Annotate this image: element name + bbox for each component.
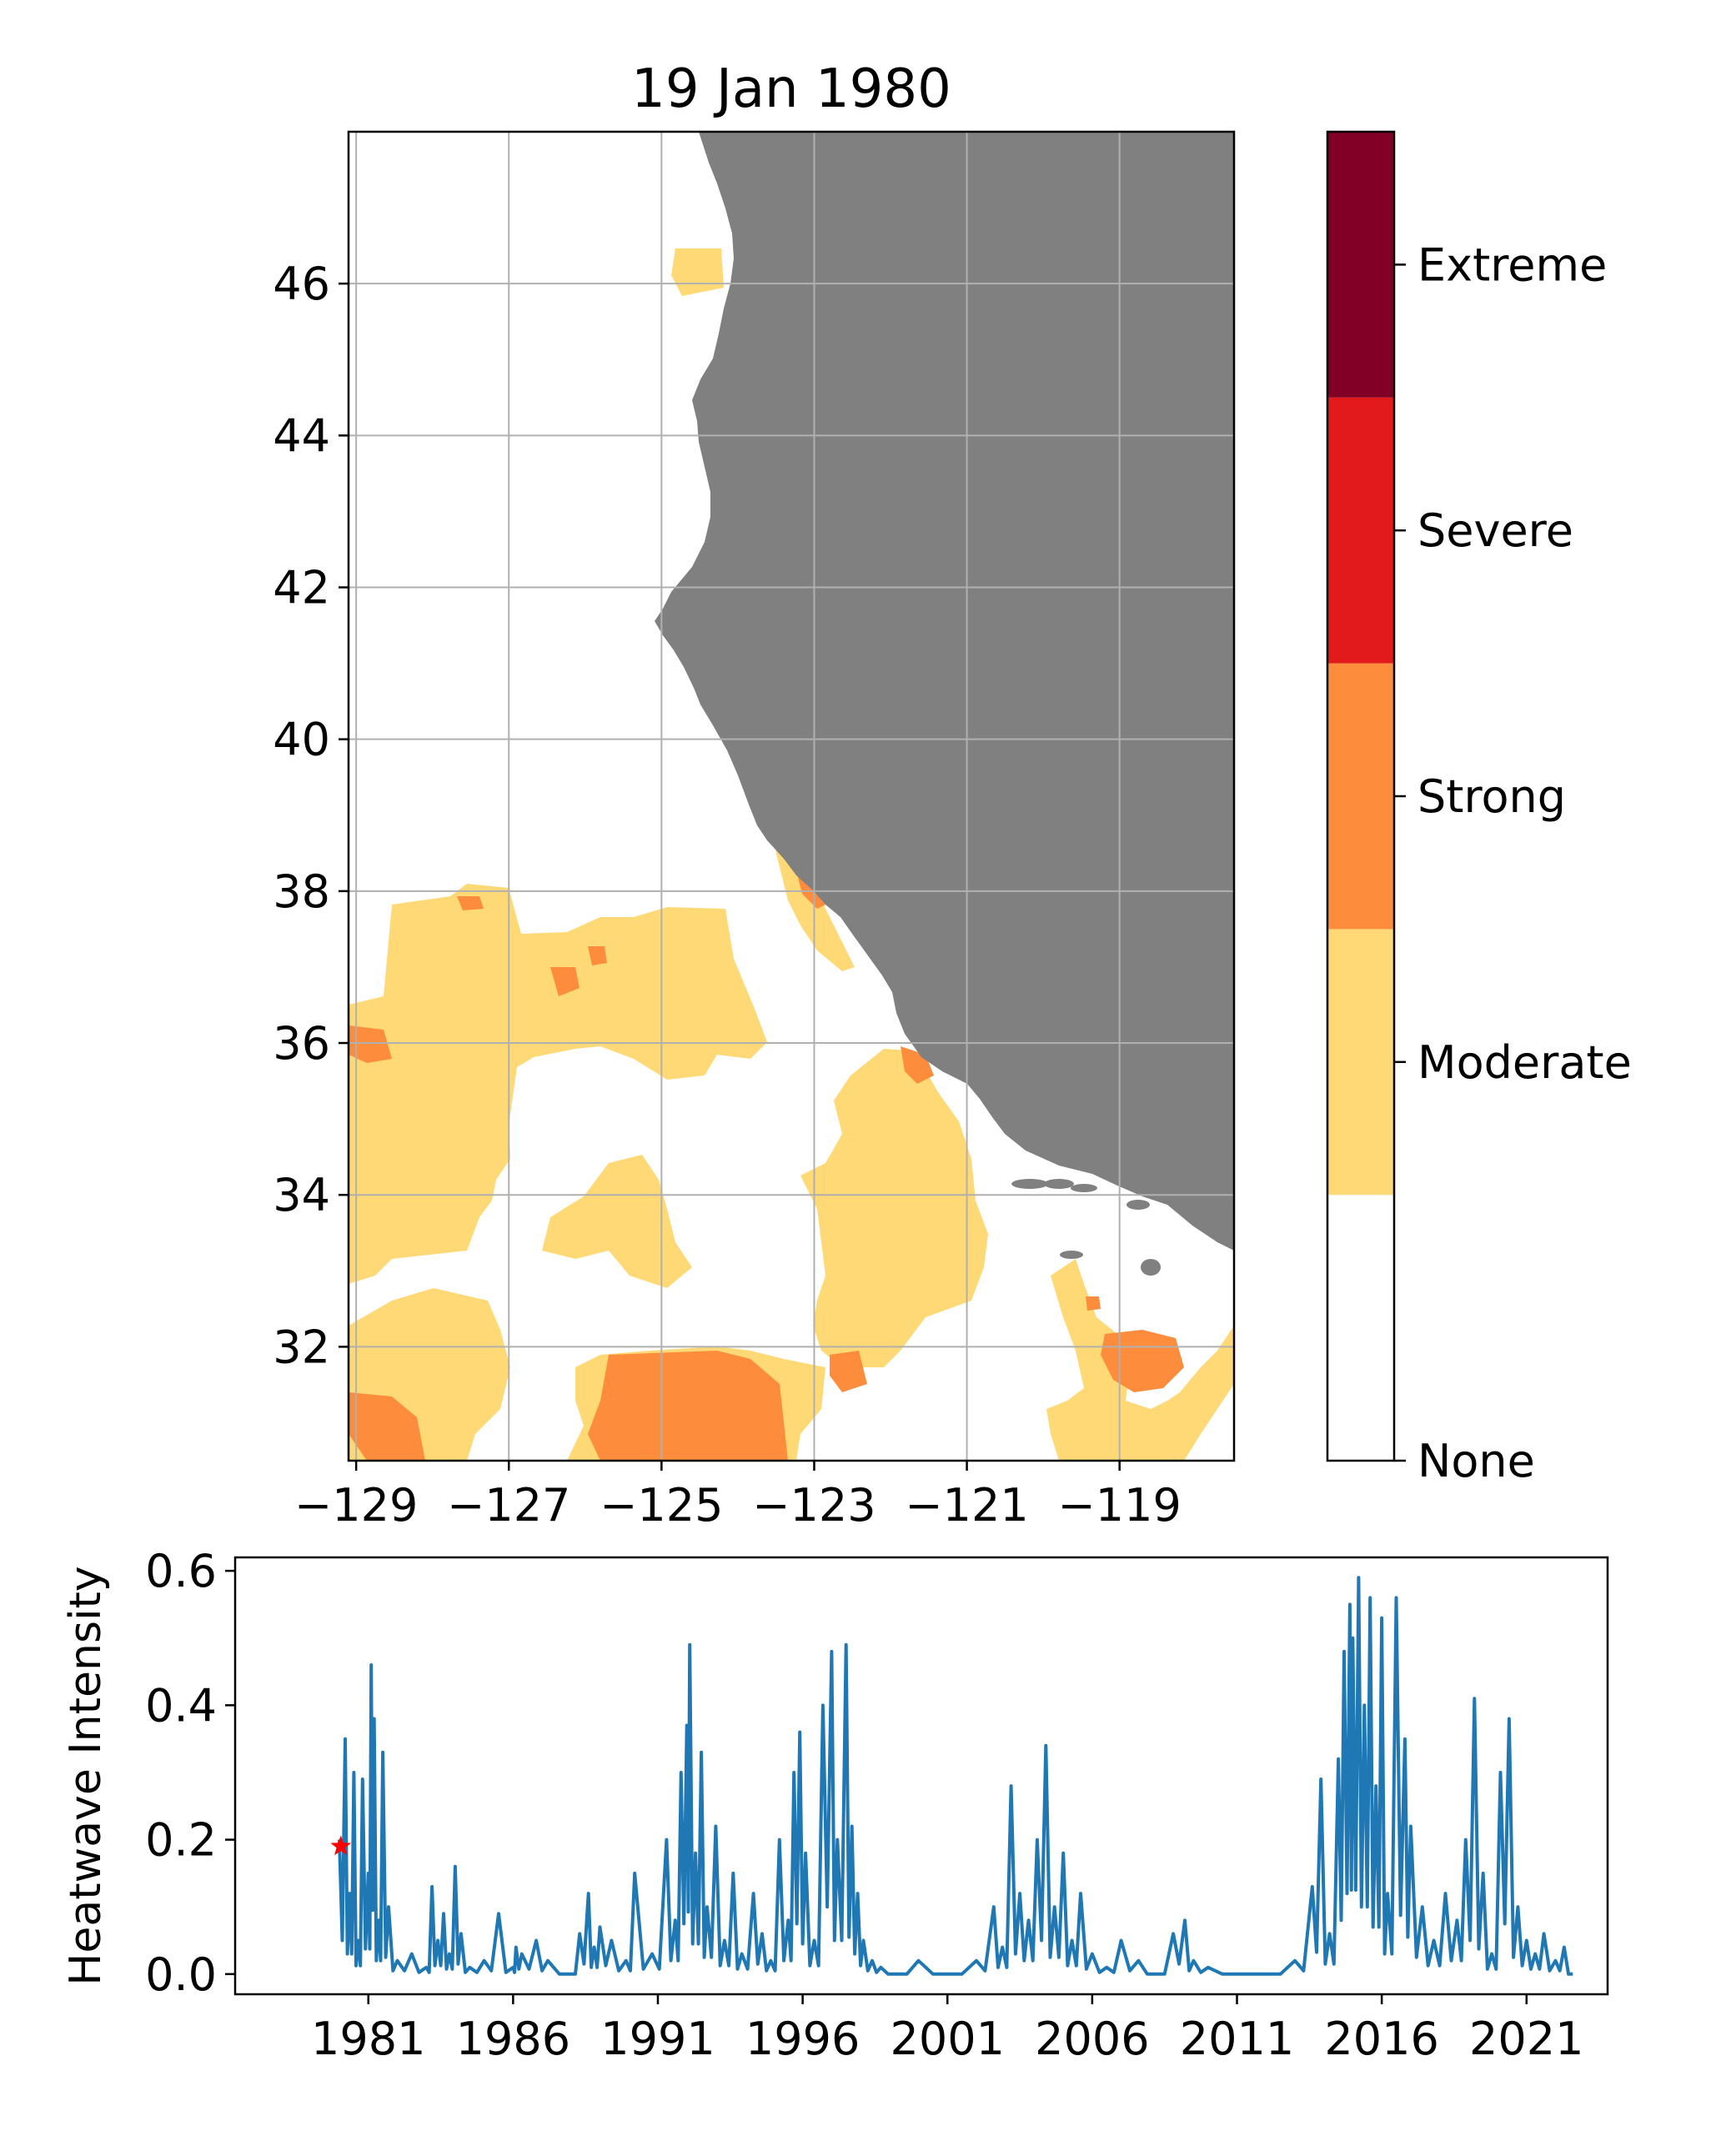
map-y-tick-label: 40 [273,714,330,766]
heatwave-patches [349,248,1234,1461]
map-y-tick-label: 34 [273,1169,330,1221]
colorbar-blocks [1327,132,1394,1461]
timeseries-x-tick-label: 1996 [745,2013,860,2065]
map-y-tick-label: 32 [273,1321,330,1373]
timeseries-y-ticks: 0.0 0.2 0.4 0.6 [145,1545,235,2001]
colorbar-label: Moderate [1417,1036,1632,1089]
map-gridlines [349,132,1234,1461]
y-axis-label: Heatwave Intensity [61,1566,111,1985]
strong-patch [588,1351,788,1461]
colorbar-block [1327,1195,1394,1461]
map-x-ticks: −129 −127 −125 −123 −121 −119 [294,1461,1182,1532]
map-x-tick-label: −119 [1058,1479,1182,1532]
island [1126,1200,1150,1210]
island [1011,1179,1048,1189]
timeseries-x-tick-label: 2006 [1035,2013,1149,2065]
heatwave-patch [876,1234,926,1288]
map-x-tick-label: −125 [600,1479,723,1532]
timeseries-y-tick-label: 0.0 [145,1948,217,2001]
strong-patch [1101,1330,1184,1392]
heatwave-patch [671,248,724,296]
colorbar-label: Extreme [1417,238,1607,291]
timeseries-y-tick-label: 0.2 [145,1814,217,1867]
map-x-tick-label: −121 [905,1479,1028,1532]
colorbar-label: Strong [1417,770,1566,823]
strong-patch [349,1025,392,1063]
heatwave-patch [800,1049,988,1367]
map-x-tick-label: −127 [447,1479,570,1532]
map-y-tick-label: 46 [273,258,330,310]
heatwave-patch [349,884,767,1284]
map-y-tick-label: 36 [273,1017,330,1070]
timeseries-x-tick-label: 1991 [600,2013,715,2065]
map-y-tick-label: 42 [273,562,330,614]
timeseries-x-tick-label: 2021 [1469,2013,1583,2065]
heatwave-patch [775,850,855,971]
island [1141,1259,1161,1276]
island [1071,1184,1097,1192]
strong-patch [830,1351,867,1392]
land-mask [655,132,1234,1251]
strong-patch [457,896,484,910]
island [1044,1179,1074,1189]
strong-patch [550,967,580,996]
timeseries-frame [233,1556,1609,1996]
timeseries-x-tick-label: 1981 [311,2013,425,2065]
colorbar: None Moderate Strong Severe Extreme [1326,130,1632,1487]
map-x-tick-label: −129 [294,1479,418,1532]
strong-patch [588,946,607,965]
timeseries-y-tick-label: 0.4 [145,1679,217,1732]
colorbar-block [1327,663,1394,930]
island [1060,1251,1083,1259]
colorbar-block [1327,397,1394,664]
timeseries-x-tick-label: 2016 [1324,2013,1438,2065]
colorbar-label: None [1417,1435,1535,1487]
timeseries-x-tick-label: 2001 [891,2013,1005,2065]
timeseries-y-tick-label: 0.6 [145,1545,217,1597]
timeseries-x-ticks: 1981 1986 1991 1996 2001 2006 2011 2016 2021 [311,1994,1583,2065]
map-x-tick-label: −123 [752,1479,876,1532]
strong-patch [1086,1296,1101,1311]
colorbar-labels: None Moderate Strong Severe Extreme [1394,238,1632,1487]
map-title: 19 Jan 1980 [631,58,951,120]
channel-islands [1011,1179,1161,1276]
map-y-tick-label: 38 [273,865,330,918]
heatwave-timeseries: 1981 1986 1991 1996 2001 2006 2011 2016 2021 0.0… [61,1545,1609,2065]
timeseries-x-tick-label: 1986 [456,2013,570,2065]
timeseries-x-tick-label: 2011 [1180,2013,1294,2065]
series-line [338,1576,1573,1976]
colorbar-block [1327,929,1394,1196]
colorbar-block [1327,132,1394,398]
strong-patch [349,1392,425,1461]
map-frame [347,130,1236,1462]
current-date-marker [330,1835,352,1856]
colorbar-label: Severe [1417,504,1573,557]
map-y-tick-label: 44 [273,409,330,462]
heatwave-patch [542,1155,692,1288]
heatwave-map: −129 −127 −125 −123 −121 −119 46 44 42 40 38 36 34 3… [273,130,1236,1532]
map-y-ticks: 46 44 42 40 38 36 34 32 [273,258,349,1373]
